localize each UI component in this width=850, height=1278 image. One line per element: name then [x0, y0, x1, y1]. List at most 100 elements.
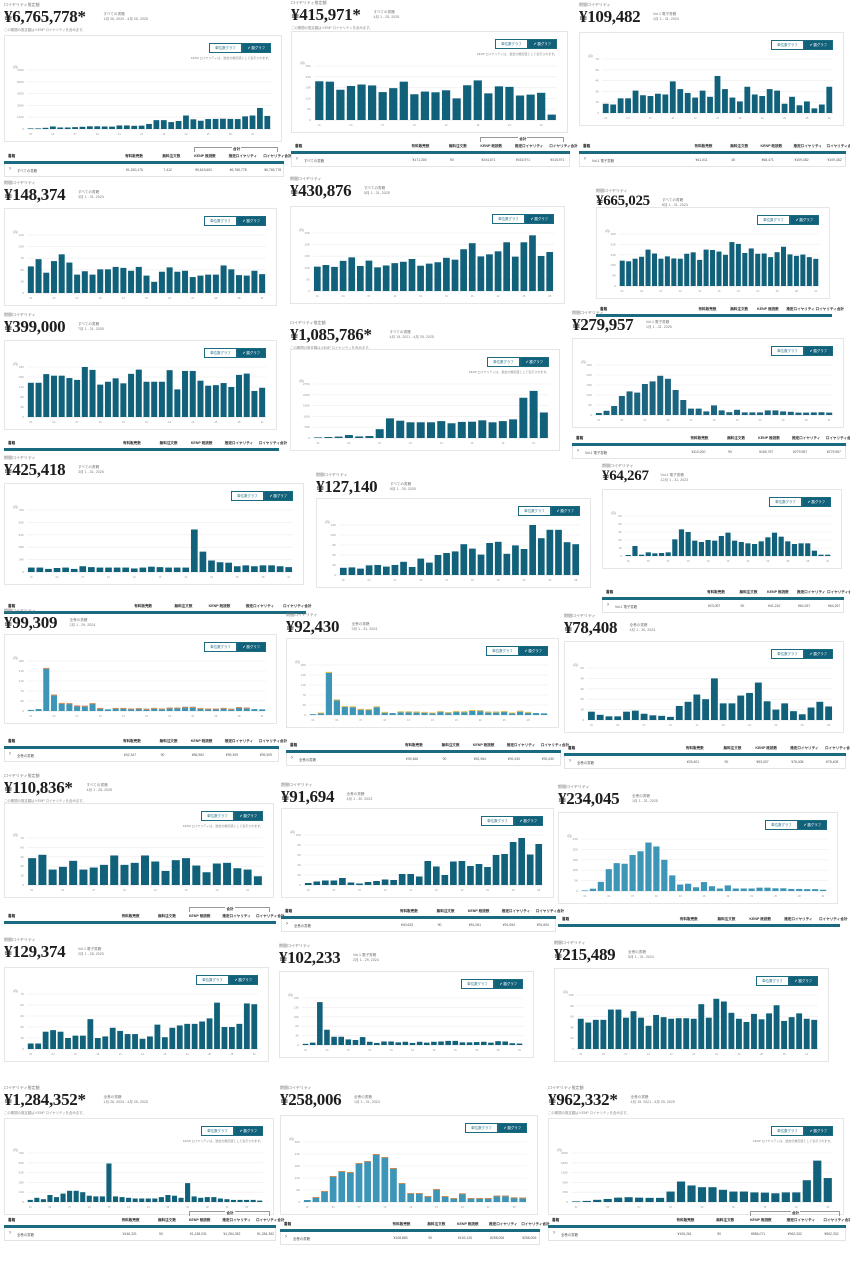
- bar[interactable]: [257, 1200, 263, 1202]
- bar[interactable]: [221, 1027, 228, 1049]
- bar[interactable]: [331, 266, 338, 291]
- bar[interactable]: [535, 844, 543, 885]
- bar[interactable]: [771, 1193, 780, 1202]
- bar[interactable]: [766, 89, 773, 113]
- bar[interactable]: [672, 539, 678, 556]
- bar[interactable]: [120, 707, 127, 711]
- bar[interactable]: [27, 1043, 34, 1050]
- bar[interactable]: [758, 1019, 765, 1049]
- bar[interactable]: [450, 1198, 458, 1202]
- bar[interactable]: [120, 864, 129, 885]
- bar[interactable]: [572, 544, 580, 575]
- bar[interactable]: [381, 1157, 389, 1202]
- bar[interactable]: [251, 566, 258, 572]
- bar[interactable]: [176, 1025, 183, 1049]
- bar[interactable]: [463, 85, 472, 120]
- bar[interactable]: [585, 1022, 592, 1049]
- bar[interactable]: [516, 1043, 523, 1045]
- bar[interactable]: [445, 712, 452, 715]
- bar[interactable]: [96, 567, 104, 572]
- bar[interactable]: [66, 262, 73, 293]
- table-row[interactable]: › すべての書籍 ¥1,150,176 7,412 ¥5,615,602 ¥6,765,7…: [4, 164, 284, 177]
- bar[interactable]: [705, 540, 711, 556]
- bar[interactable]: [158, 381, 165, 417]
- bar[interactable]: [687, 1185, 696, 1202]
- bar[interactable]: [755, 253, 761, 286]
- bar[interactable]: [645, 1197, 654, 1202]
- bar[interactable]: [145, 1198, 151, 1203]
- bar[interactable]: [216, 562, 224, 572]
- bar[interactable]: [124, 1034, 131, 1049]
- bar[interactable]: [743, 1022, 750, 1049]
- bar[interactable]: [378, 92, 387, 120]
- units-graph-toggle[interactable]: 単位数グラフ: [771, 649, 804, 659]
- table-column-header[interactable]: 書籍: [284, 1222, 292, 1226]
- bar[interactable]: [135, 708, 142, 711]
- bar[interactable]: [139, 567, 147, 572]
- bar[interactable]: [357, 84, 366, 120]
- bar[interactable]: [99, 1196, 105, 1202]
- table-row[interactable]: › すべての書籍 ¥171,300 90 ¥244,671 ¥415,971 ¥415,97…: [291, 154, 570, 167]
- bar[interactable]: [197, 275, 204, 293]
- bar[interactable]: [789, 96, 795, 113]
- bar[interactable]: [764, 887, 771, 891]
- bar[interactable]: [120, 383, 127, 417]
- bar[interactable]: [364, 1161, 371, 1202]
- bar[interactable]: [710, 249, 716, 286]
- bar[interactable]: [800, 254, 806, 286]
- bar[interactable]: [158, 1197, 164, 1202]
- bar[interactable]: [417, 265, 424, 291]
- bar[interactable]: [614, 1197, 623, 1202]
- bar[interactable]: [714, 75, 721, 113]
- bar[interactable]: [156, 567, 164, 572]
- bar[interactable]: [339, 260, 347, 291]
- bar[interactable]: [469, 548, 476, 575]
- bar[interactable]: [87, 1019, 94, 1049]
- bar[interactable]: [312, 1197, 320, 1202]
- bar[interactable]: [759, 96, 766, 113]
- bar[interactable]: [81, 271, 88, 293]
- bar[interactable]: [677, 884, 684, 891]
- bar[interactable]: [700, 882, 708, 891]
- bar[interactable]: [34, 1197, 40, 1202]
- bar[interactable]: [625, 98, 631, 113]
- bar[interactable]: [728, 703, 736, 720]
- bar[interactable]: [138, 125, 145, 129]
- bar[interactable]: [205, 385, 212, 417]
- table-column-header[interactable]: 推定ロイヤリティ: [784, 917, 813, 921]
- bar[interactable]: [400, 561, 407, 575]
- bar[interactable]: [325, 81, 334, 120]
- bar[interactable]: [382, 566, 390, 575]
- bar[interactable]: [630, 1011, 637, 1049]
- table-column-header[interactable]: 無料注文数: [436, 909, 455, 913]
- bar[interactable]: [79, 126, 86, 129]
- bar[interactable]: [676, 1181, 686, 1202]
- bar[interactable]: [375, 429, 384, 438]
- amount-graph-toggle[interactable]: ✔ 額グラフ: [789, 215, 819, 225]
- table-row[interactable]: › 全巻の書籍 ¥108,880 90 ¥149,126 ¥258,006 ¥258,006: [280, 1232, 540, 1245]
- bar[interactable]: [178, 1197, 184, 1202]
- bar[interactable]: [374, 565, 382, 575]
- bar[interactable]: [405, 711, 412, 715]
- bar[interactable]: [450, 861, 457, 886]
- bar[interactable]: [433, 1189, 440, 1202]
- bar[interactable]: [190, 529, 198, 572]
- bar[interactable]: [719, 703, 727, 720]
- bar[interactable]: [660, 1017, 667, 1049]
- bar[interactable]: [763, 701, 771, 720]
- bar[interactable]: [718, 410, 725, 415]
- bar[interactable]: [687, 408, 694, 415]
- table-column-header[interactable]: KENP 既読数: [190, 739, 213, 743]
- bar[interactable]: [424, 1196, 432, 1202]
- bar[interactable]: [675, 1018, 682, 1049]
- bar[interactable]: [441, 1196, 449, 1202]
- table-column-header[interactable]: 有料販売数: [404, 743, 423, 747]
- bar[interactable]: [781, 1020, 788, 1049]
- bar[interactable]: [53, 568, 61, 572]
- bar[interactable]: [364, 882, 372, 885]
- bar[interactable]: [66, 378, 73, 417]
- bar[interactable]: [438, 1041, 444, 1045]
- bar[interactable]: [48, 869, 57, 885]
- bar[interactable]: [212, 708, 219, 712]
- bar[interactable]: [469, 710, 476, 715]
